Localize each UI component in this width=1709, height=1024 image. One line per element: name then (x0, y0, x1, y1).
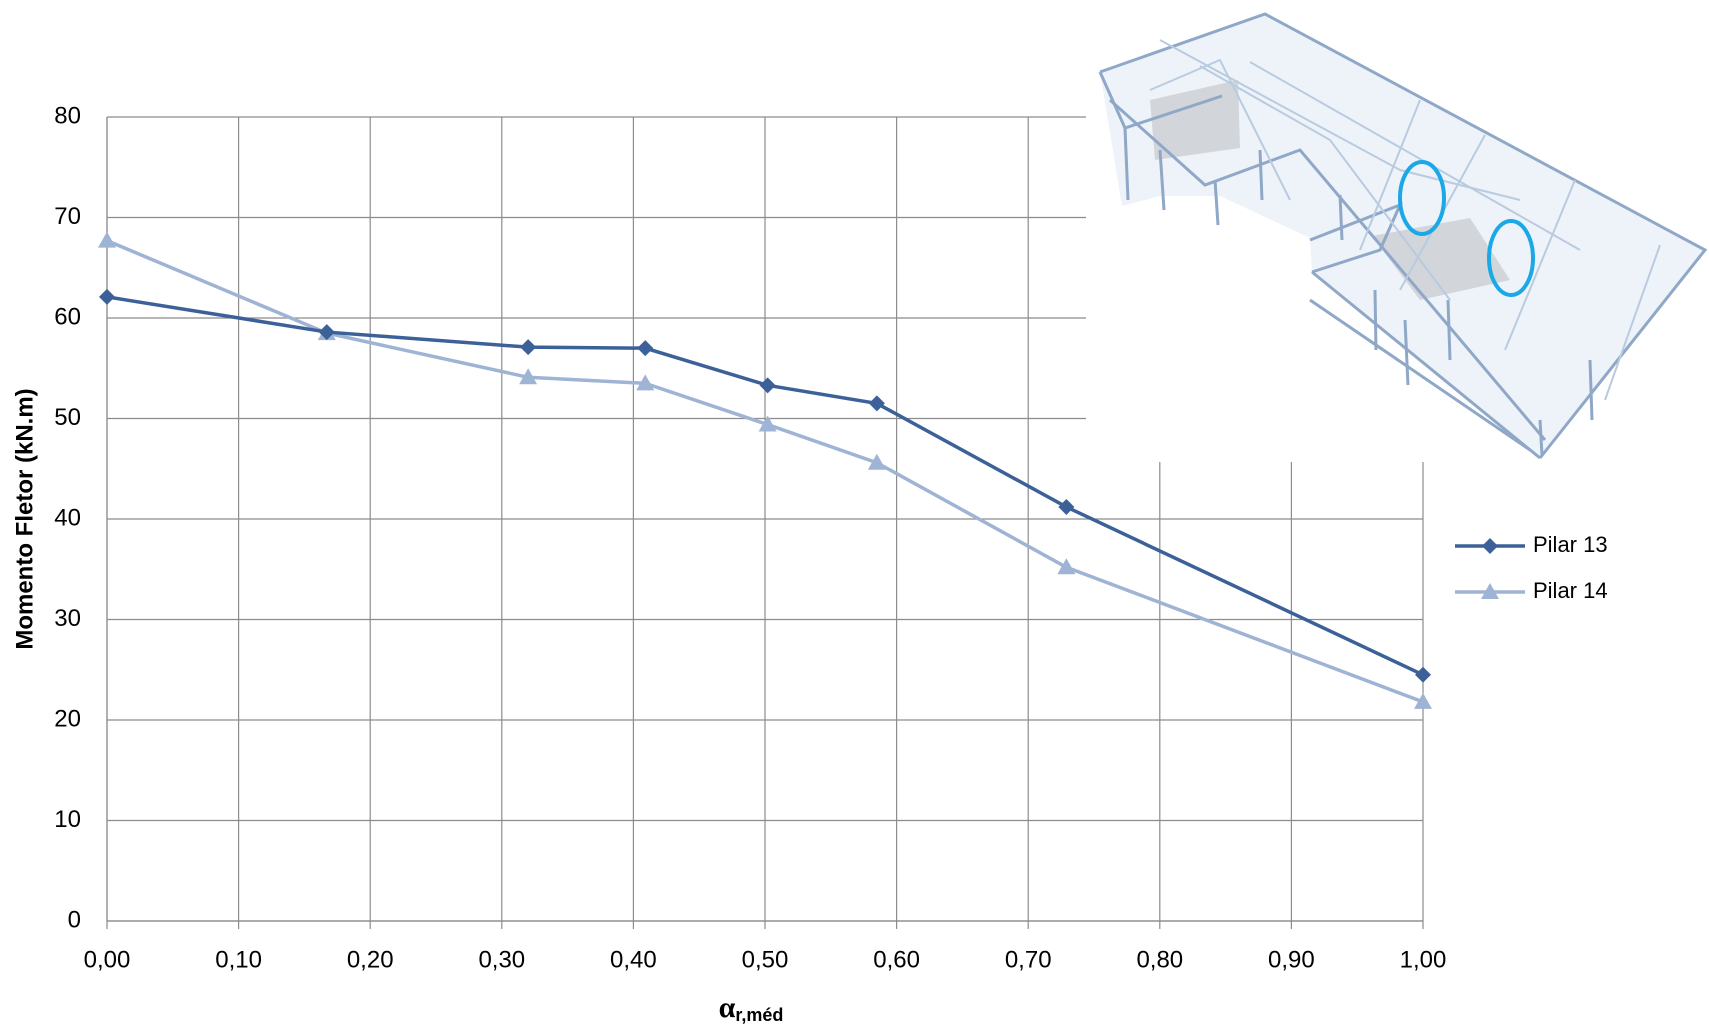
legend-item: Pilar 14 (1455, 578, 1608, 603)
x-tick-label: 0,70 (1005, 946, 1052, 973)
legend-label: Pilar 14 (1533, 578, 1608, 603)
y-tick-label: 70 (54, 203, 81, 230)
marker (98, 232, 116, 248)
x-label-main: α (719, 991, 736, 1024)
x-tick-label: 0,60 (873, 946, 920, 973)
y-tick-label: 10 (54, 806, 81, 833)
y-tick-label: 40 (54, 504, 81, 531)
y-axis-label: Momento Fletor (kN.m) (11, 388, 38, 649)
legend-item: Pilar 13 (1455, 532, 1608, 557)
marker (1057, 558, 1075, 574)
chart: 0 10 20 30 40 50 60 70 80 0,00 0,10 0,20 0,30 0,40 0,5… (0, 0, 1709, 1024)
marker (99, 289, 115, 305)
y-tick-label: 0 (68, 906, 81, 933)
x-tick-label: 0,80 (1136, 946, 1183, 973)
y-tick-label: 50 (54, 404, 81, 431)
page: {"chart_data": {"type": "line", "y_label… (0, 0, 1709, 1024)
marker (520, 339, 536, 355)
x-tick-label: 0,50 (742, 946, 789, 973)
marker (869, 395, 885, 411)
marker (1058, 499, 1074, 515)
x-tick-label: 1,00 (1400, 946, 1447, 973)
x-axis-label: αr,méd (719, 991, 784, 1024)
y-tick-label: 80 (54, 102, 81, 129)
x-tick-label: 0,10 (215, 946, 262, 973)
marker (1482, 538, 1498, 554)
marker (760, 377, 776, 393)
x-label-sub: r,méd (735, 1005, 783, 1024)
marker (1415, 667, 1431, 683)
x-tick-label: 0,20 (347, 946, 394, 973)
y-tick-label: 30 (54, 605, 81, 632)
x-tick-label: 0,00 (84, 946, 131, 973)
y-tick-label: 60 (54, 303, 81, 330)
x-tick-label: 0,30 (478, 946, 525, 973)
x-tick-label: 0,90 (1268, 946, 1315, 973)
legend-label: Pilar 13 (1533, 532, 1608, 557)
x-tick-label: 0,40 (610, 946, 657, 973)
marker (637, 340, 653, 356)
y-tick-label: 20 (54, 705, 81, 732)
structure-illustration (1086, 0, 1709, 462)
